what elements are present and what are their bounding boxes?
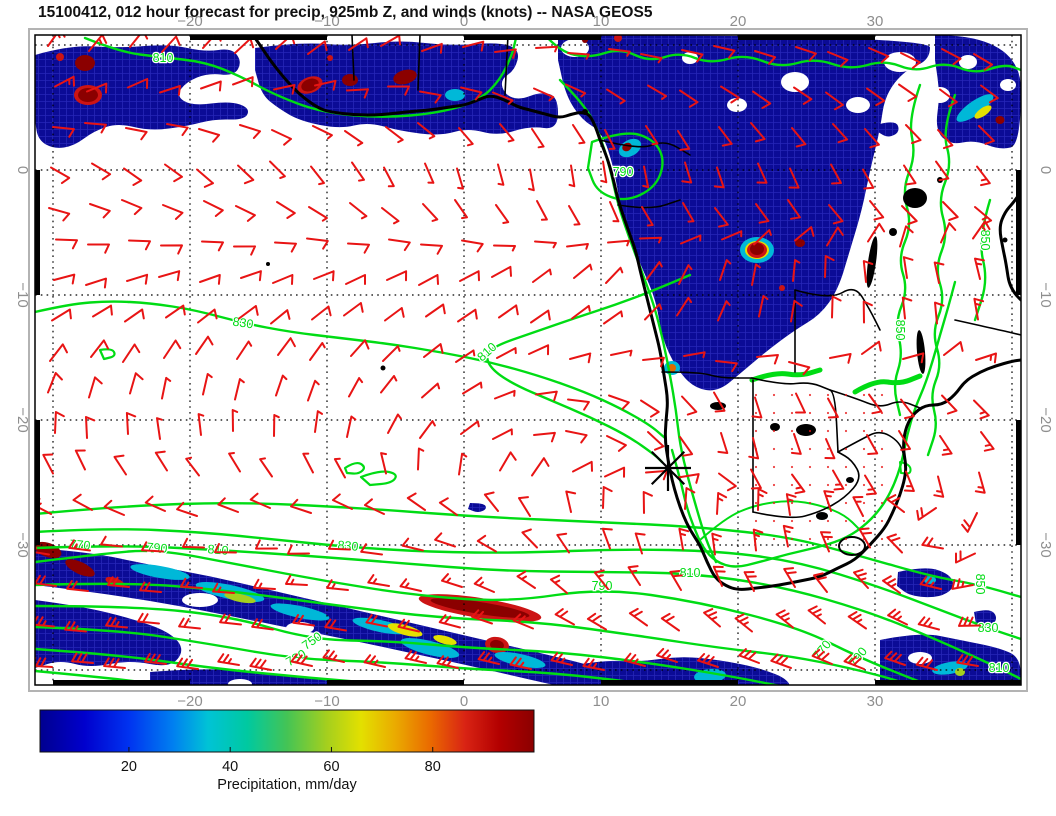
svg-text:810: 810 (207, 542, 229, 558)
bottom-axis-tick: 20 (730, 693, 747, 710)
map-frame (28, 28, 1028, 692)
left-axis-tick: −30 (14, 532, 31, 557)
top-axis-tick: 30 (867, 13, 884, 30)
figure-title: 15100412, 012 hour forecast for precip, … (38, 4, 653, 21)
svg-text:810: 810 (989, 661, 1010, 675)
station-asterisk-marker (645, 445, 691, 491)
svg-text:790: 790 (613, 165, 634, 179)
svg-text:810: 810 (680, 566, 701, 580)
svg-text:850: 850 (893, 320, 907, 341)
top-axis-tick: −10 (314, 13, 339, 30)
svg-text:850: 850 (973, 574, 987, 595)
bottom-axis-tick: 30 (867, 693, 884, 710)
left-axis-tick: −10 (14, 282, 31, 307)
svg-text:830: 830 (978, 621, 999, 635)
right-axis-tick: −20 (1037, 407, 1054, 432)
colorbar-tick: 40 (222, 759, 238, 775)
colorbar: 20 40 60 80 Precipitation, mm/day (39, 709, 535, 793)
colorbar-tick: 20 (121, 759, 137, 775)
precip-layer (35, 35, 1021, 685)
svg-text:790: 790 (146, 540, 168, 556)
gridlines (35, 35, 1021, 685)
top-axis-tick: −20 (177, 13, 202, 30)
right-axis-tick: 0 (1037, 166, 1054, 174)
svg-text:810: 810 (153, 51, 174, 65)
svg-text:850: 850 (978, 230, 992, 251)
top-axis-tick: 20 (730, 13, 747, 30)
bottom-axis-tick: 0 (460, 693, 468, 710)
top-axis-tick: 10 (593, 13, 610, 30)
right-axis-tick: −10 (1037, 282, 1054, 307)
top-axis-tick: 0 (460, 13, 468, 30)
lakes-layer (266, 109, 1008, 556)
colorbar-label: Precipitation, mm/day (217, 777, 357, 793)
bottom-axis-tick: 10 (593, 693, 610, 710)
colorbar-tick: 80 (425, 759, 441, 775)
lesotho-border-ring (838, 536, 866, 556)
svg-text:830: 830 (232, 315, 255, 332)
wind-barbs-layer (35, 35, 999, 671)
axis-tick-labels: −20 −20 −10 −10 0 0 10 10 20 20 30 30 0 0 −10 −10 −20 −20… (14, 13, 1054, 710)
right-axis-tick: −30 (1037, 532, 1054, 557)
colorbar-tick: 60 (323, 759, 339, 775)
colorbar-gradient (39, 709, 535, 753)
svg-text:830: 830 (337, 538, 359, 554)
left-axis-tick: −20 (14, 407, 31, 432)
bottom-axis-tick: −20 (177, 693, 202, 710)
calm-wind-dots (754, 393, 884, 541)
left-axis-tick: 0 (14, 166, 31, 174)
bottom-axis-tick: −10 (314, 693, 339, 710)
